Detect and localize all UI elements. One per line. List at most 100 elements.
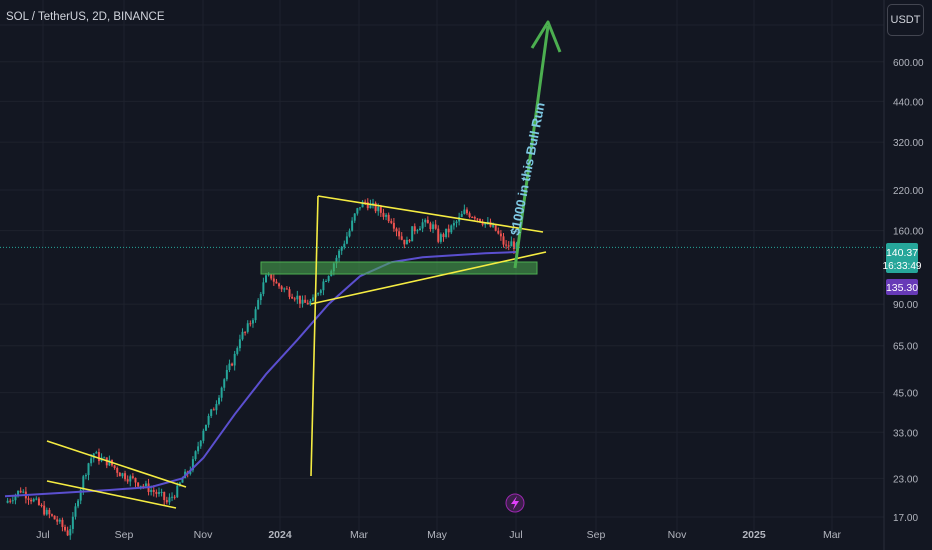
candle-body: [66, 530, 69, 536]
candle-body: [272, 278, 275, 282]
candle-body: [439, 234, 442, 242]
candle-body: [129, 476, 132, 482]
candle-body: [157, 492, 160, 494]
candle-body: [379, 206, 382, 213]
price-tick-label: 600.00: [893, 58, 924, 69]
candle-body: [37, 498, 40, 506]
price-tick-label: 17.00: [893, 513, 918, 524]
candle-body: [424, 219, 427, 223]
support-zone: [260, 261, 538, 275]
candle-body: [43, 505, 46, 515]
candle-body: [126, 479, 129, 482]
candle-body: [113, 465, 116, 468]
time-tick-label: 2025: [742, 529, 766, 541]
candle-body: [32, 499, 35, 502]
candle-body: [356, 208, 359, 214]
candle-body: [325, 281, 328, 283]
price-badges: 140.37 16:33:49 135.30: [0, 243, 922, 295]
candle-body: [64, 526, 67, 531]
candle-body: [194, 451, 197, 460]
candle-body: [168, 497, 171, 503]
price-tick-label: 23.00: [893, 474, 918, 485]
candle-body: [306, 302, 309, 305]
candle-body: [348, 230, 351, 237]
candle-body: [369, 203, 372, 209]
candle-body: [251, 320, 254, 324]
candle-body: [134, 477, 137, 483]
time-tick-label: Jul: [36, 529, 49, 541]
candle-body: [486, 221, 489, 223]
candle-body: [416, 230, 419, 232]
candle-body: [223, 379, 226, 388]
candle-body: [87, 463, 90, 476]
candle-body: [392, 222, 395, 229]
candle-body: [210, 409, 213, 416]
price-tick-label: 65.00: [893, 342, 918, 353]
candle-body: [327, 276, 330, 282]
candle-body: [278, 283, 281, 287]
candle-body: [452, 223, 455, 226]
candle-body: [82, 476, 85, 490]
candles: [6, 198, 518, 540]
candle-body: [390, 221, 393, 223]
candle-body: [220, 387, 223, 398]
candle-body: [225, 369, 228, 380]
candle-body: [95, 452, 98, 454]
candle-body: [374, 202, 377, 212]
currency-button[interactable]: USDT: [887, 4, 924, 36]
candle-body: [40, 505, 43, 507]
candle-body: [447, 228, 450, 233]
candle-body: [411, 226, 414, 242]
candle-body: [137, 482, 140, 487]
candle-body: [61, 519, 64, 527]
candle-body: [139, 485, 142, 487]
candle-body: [150, 490, 153, 492]
candle-body: [377, 206, 380, 212]
time-axis[interactable]: Jul Sep Nov 2024 Mar May Jul Sep Nov 2025 Mar: [36, 529, 841, 541]
triangle-lower-line: [310, 251, 547, 305]
candle-body: [311, 297, 314, 301]
candle-body: [275, 281, 278, 284]
candle-body: [19, 490, 22, 493]
candle-body: [505, 244, 508, 246]
candle-body: [285, 288, 288, 290]
time-tick-label: May: [427, 529, 448, 541]
candle-body: [317, 292, 320, 295]
candle-body: [160, 491, 163, 493]
candle-body: [319, 290, 322, 293]
candle-body: [254, 309, 257, 321]
candle-body: [353, 213, 356, 221]
candle-body: [90, 458, 93, 464]
candle-body: [173, 496, 176, 498]
candle-body: [218, 397, 221, 404]
candle-body: [249, 323, 252, 325]
candle-body: [366, 202, 369, 209]
candle-body: [338, 250, 341, 258]
candle-body: [301, 299, 304, 304]
candle-body: [298, 295, 301, 304]
candle-body: [228, 363, 231, 370]
price-tick-label: 90.00: [893, 300, 918, 311]
candle-body: [77, 500, 80, 507]
candle-body: [30, 499, 33, 502]
candle-body: [340, 247, 343, 251]
candle-body: [202, 430, 205, 441]
event-icon-bolt: [511, 496, 519, 510]
last-price-badge: [886, 243, 918, 273]
candle-body: [58, 519, 61, 522]
candle-body: [481, 222, 484, 225]
time-tick-label: Sep: [115, 529, 134, 541]
candle-body: [103, 457, 106, 459]
candle-body: [345, 236, 348, 244]
candle-body: [246, 323, 249, 332]
candle-body: [455, 221, 458, 224]
candle-body: [233, 353, 236, 366]
candle-body: [473, 217, 476, 219]
price-tick-label: 220.00: [893, 186, 924, 197]
candle-body: [118, 472, 121, 477]
candle-body: [197, 446, 200, 452]
candle-body: [262, 282, 265, 294]
candle-body: [484, 222, 487, 225]
candle-body: [74, 506, 77, 517]
